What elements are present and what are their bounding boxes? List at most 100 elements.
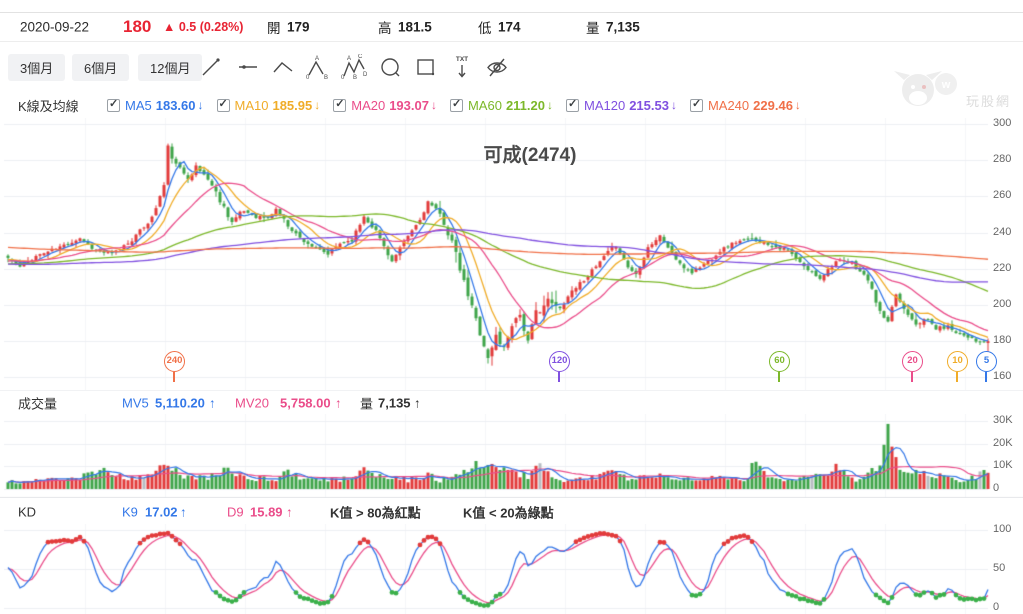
price-tick: 300 — [993, 117, 1012, 129]
checkbox-checked-icon[interactable] — [449, 97, 463, 112]
volume-header: 成交量 MV5 5,110.20 ↑ MV20 5,758.00 ↑ 量 7,1… — [0, 390, 1023, 414]
day-volume-value: 7,135 — [378, 395, 411, 410]
ma120-direction-arrow: ↓ — [670, 98, 677, 112]
ma20-toggle[interactable]: MA20 193.07 ↓ — [333, 97, 437, 113]
ma20-value: 193.07 — [389, 97, 429, 113]
price-tick: 180 — [993, 334, 1012, 346]
last-price: 180 — [123, 17, 152, 36]
kd-green-dot-note: K值 < 20為綠點 — [463, 505, 554, 521]
svg-text:C: C — [358, 54, 363, 60]
ma5-badge: 5 — [976, 351, 997, 382]
checkbox-checked-icon[interactable] — [689, 97, 703, 112]
d9-label: D9 — [227, 504, 244, 520]
ma120-label: MA120 — [583, 97, 626, 113]
mv5-direction-arrow: ↑ — [209, 395, 216, 410]
price-tick: 260 — [993, 189, 1012, 201]
toolbar: 3個月 6個月 12個月 0 A B 0 A B C — [0, 48, 1023, 88]
checkbox-checked-icon[interactable] — [565, 97, 579, 112]
horizontal-ray-tool-icon[interactable] — [233, 52, 263, 84]
mv5-label: MV5 — [122, 395, 149, 410]
svg-text:D: D — [363, 72, 367, 78]
angle-line-tool-icon[interactable] — [268, 52, 298, 84]
kd-header: KD K9 17.02 ↑ D9 15.89 ↑ K值 > 80為紅點 K值 <… — [0, 500, 1023, 524]
mv20-direction-arrow: ↑ — [335, 395, 342, 410]
abc-wave-tool-icon[interactable]: 0 A B — [302, 52, 332, 84]
volume-tick: 0 — [993, 482, 1000, 494]
d9-value: 15.89 — [250, 504, 283, 520]
price-tick: 280 — [993, 153, 1012, 165]
ma120-toggle[interactable]: MA120 215.53 ↓ — [565, 97, 677, 113]
svg-text:0: 0 — [306, 75, 310, 80]
d9-direction-arrow: ↑ — [286, 504, 293, 520]
ma5-toggle[interactable]: MA5 183.60 ↓ — [107, 97, 204, 113]
ma20-badge: 20 — [902, 351, 923, 382]
site-watermark: w 玩股網 — [886, 66, 1011, 116]
kd-chart-canvas[interactable] — [0, 524, 1023, 614]
k9-value: 17.02 — [145, 504, 178, 520]
ma60-toggle[interactable]: MA60 211.20 ↓ — [449, 97, 553, 113]
rectangle-tool-icon[interactable] — [411, 52, 441, 84]
ma240-value: 229.46 — [753, 97, 793, 113]
period-3m-button[interactable]: 3個月 — [8, 54, 66, 81]
candlestick-chart-canvas[interactable] — [0, 118, 1023, 390]
period-6m-button[interactable]: 6個月 — [72, 54, 130, 81]
ma10-direction-arrow: ↓ — [314, 98, 321, 112]
mv20-label: MV20 — [235, 395, 269, 410]
high-label: 高 — [378, 21, 392, 36]
ma10-value: 185.95 — [272, 97, 313, 113]
chart-title: 可成(2474) — [483, 145, 577, 166]
kd-tick: 0 — [993, 601, 1000, 613]
checkbox-checked-icon[interactable] — [333, 97, 347, 112]
ma5-value: 183.60 — [155, 97, 196, 113]
open-label: 開 — [267, 21, 281, 36]
price-tick: 200 — [993, 298, 1012, 310]
ma10-badge: 10 — [947, 351, 968, 382]
svg-text:B: B — [324, 75, 328, 80]
kd-tick: 100 — [993, 523, 1012, 535]
ma5-label: MA5 — [125, 97, 152, 113]
ma240-label: MA240 — [707, 97, 750, 113]
svg-text:TXT: TXT — [456, 56, 468, 63]
bull-logo-icon: w — [893, 71, 957, 106]
day-volume-direction-arrow: ↑ — [414, 395, 421, 410]
day-volume-label: 量 — [360, 396, 374, 411]
ma60-badge: 60 — [769, 351, 790, 382]
ma240-badge: 240 — [164, 351, 185, 382]
volume-label: 量 — [586, 21, 600, 36]
price-tick: 220 — [993, 262, 1012, 274]
date-label: 2020-09-22 — [20, 19, 90, 35]
ma20-direction-arrow: ↓ — [430, 98, 437, 112]
checkbox-checked-icon[interactable] — [107, 97, 120, 112]
ma-legend: K線及均線 MA5 183.60 ↓ MA10 185.95 ↓ MA20 19… — [0, 94, 1023, 116]
period-12m-button[interactable]: 12個月 — [138, 54, 203, 81]
abcd-wave-tool-icon[interactable]: 0 A B C D — [339, 52, 369, 84]
price-tick: 240 — [993, 226, 1012, 238]
ma240-toggle[interactable]: MA240 229.46 ↓ — [689, 97, 801, 113]
ma10-toggle[interactable]: MA10 185.95 ↓ — [216, 97, 321, 113]
ma120-badge: 120 — [549, 351, 570, 382]
text-annotation-tool-icon[interactable]: TXT — [447, 52, 477, 84]
watermark-text: 玩股網 — [965, 94, 1011, 109]
ma10-label: MA10 — [234, 97, 269, 113]
ma60-label: MA60 — [467, 97, 502, 113]
volume-chart-canvas[interactable] — [0, 414, 1023, 498]
ma5-direction-arrow: ↓ — [197, 98, 204, 112]
low-value: 174 — [498, 19, 521, 35]
volume-value: 7,135 — [606, 19, 640, 35]
trend-line-tool-icon[interactable] — [196, 52, 226, 84]
mv20-value: 5,758.00 — [280, 395, 331, 410]
info-bar: 2020-09-22 180 ▲ 0.5 (0.28%) 開 179 高 181… — [0, 12, 1023, 42]
checkbox-checked-icon[interactable] — [216, 97, 230, 112]
ma60-direction-arrow: ↓ — [546, 98, 553, 112]
svg-text:w: w — [941, 79, 951, 91]
hide-drawings-eye-off-icon[interactable] — [482, 52, 512, 84]
svg-text:0: 0 — [341, 75, 345, 80]
high-value: 181.5 — [398, 19, 432, 35]
circle-tool-icon[interactable] — [375, 52, 405, 84]
volume-tick: 20K — [993, 437, 1013, 449]
volume-tick: 30K — [993, 414, 1013, 426]
low-label: 低 — [478, 21, 492, 36]
kd-pane-title: KD — [18, 504, 37, 520]
kd-tick: 50 — [993, 562, 1006, 574]
